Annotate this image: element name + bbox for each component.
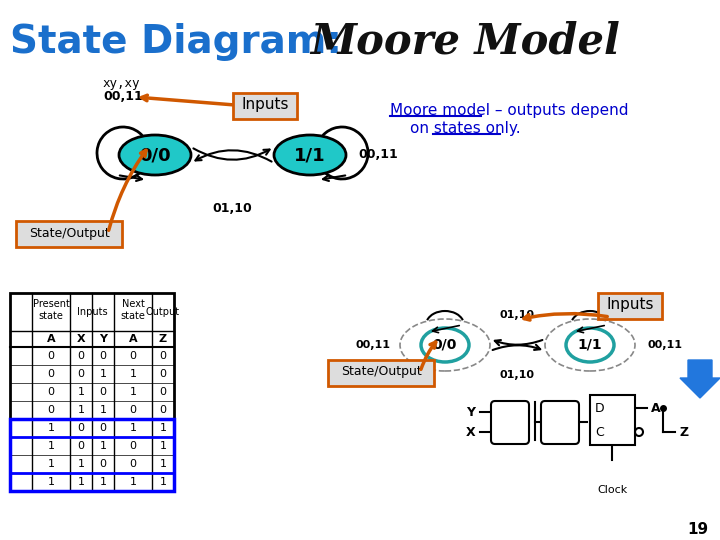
Text: Next: Next [122, 299, 145, 309]
Text: Inputs: Inputs [241, 98, 289, 112]
Text: 1/1: 1/1 [577, 338, 603, 352]
Text: 00,11: 00,11 [355, 340, 390, 350]
Text: 1: 1 [99, 477, 107, 487]
Text: 1: 1 [160, 441, 166, 451]
Text: Output: Output [146, 307, 180, 317]
FancyBboxPatch shape [541, 401, 579, 444]
Text: State/Output: State/Output [341, 366, 421, 379]
Text: 1: 1 [130, 369, 137, 379]
Text: 1: 1 [160, 459, 166, 469]
FancyBboxPatch shape [491, 401, 529, 444]
Text: 1: 1 [78, 459, 84, 469]
Ellipse shape [274, 135, 346, 175]
Text: 0: 0 [99, 423, 107, 433]
Text: 1: 1 [48, 459, 55, 469]
Text: X: X [465, 426, 475, 438]
Text: 1: 1 [48, 477, 55, 487]
Text: 1: 1 [78, 477, 84, 487]
Text: Moore Model: Moore Model [310, 21, 620, 63]
Text: Inputs: Inputs [77, 307, 107, 317]
Text: 19: 19 [687, 523, 708, 537]
Text: 0: 0 [78, 441, 84, 451]
Text: 0: 0 [130, 441, 137, 451]
Text: 0: 0 [78, 351, 84, 361]
Text: 1/1: 1/1 [294, 146, 326, 164]
Text: 1: 1 [48, 441, 55, 451]
Text: 1: 1 [130, 423, 137, 433]
Text: 0: 0 [160, 387, 166, 397]
Text: X: X [77, 334, 85, 344]
Text: Present: Present [32, 299, 69, 309]
Bar [10, 419, 174, 491]
Text: 1: 1 [160, 477, 166, 487]
Text: 0: 0 [48, 369, 55, 379]
Text: State Diagram:: State Diagram: [10, 23, 356, 61]
FancyBboxPatch shape [233, 93, 297, 119]
Text: 0: 0 [160, 351, 166, 361]
Text: Z: Z [679, 426, 688, 438]
Text: 01,10: 01,10 [212, 201, 252, 214]
Text: 00,11: 00,11 [358, 148, 397, 161]
Text: 00,11: 00,11 [647, 340, 682, 350]
Text: 01,10: 01,10 [500, 370, 535, 380]
Text: xy,xy: xy,xy [103, 77, 140, 90]
Text: state: state [39, 311, 63, 321]
Text: 0: 0 [130, 405, 137, 415]
Text: 01,10: 01,10 [500, 310, 535, 320]
Text: Moore model – outputs depend: Moore model – outputs depend [390, 103, 629, 118]
Text: A: A [47, 334, 55, 344]
Text: on states only.: on states only. [410, 120, 521, 136]
Text: 0: 0 [48, 387, 55, 397]
Bar [10, 473, 174, 491]
Text: 1: 1 [130, 387, 137, 397]
Text: 0: 0 [130, 459, 137, 469]
Text: 1: 1 [130, 477, 137, 487]
FancyBboxPatch shape [16, 221, 122, 247]
Text: 0/0: 0/0 [139, 146, 171, 164]
Text: 0: 0 [99, 387, 107, 397]
Text: 1: 1 [78, 387, 84, 397]
Text: D: D [595, 402, 605, 415]
Text: 1: 1 [99, 441, 107, 451]
Text: 0: 0 [160, 405, 166, 415]
Polygon shape [680, 360, 720, 398]
Text: 1: 1 [99, 405, 107, 415]
FancyBboxPatch shape [328, 360, 434, 386]
Text: 0: 0 [78, 369, 84, 379]
Text: 0: 0 [78, 423, 84, 433]
Bar [590, 395, 635, 445]
Text: 00,11: 00,11 [103, 91, 143, 104]
Text: 0: 0 [99, 351, 107, 361]
Bar [10, 419, 174, 437]
Text: Y: Y [99, 334, 107, 344]
Text: Z: Z [159, 334, 167, 344]
Text: 1: 1 [78, 405, 84, 415]
Text: 0: 0 [99, 459, 107, 469]
Text: state: state [120, 311, 145, 321]
Text: State/Output: State/Output [29, 226, 109, 240]
Text: 0: 0 [130, 351, 137, 361]
Text: 1: 1 [160, 423, 166, 433]
Text: 0: 0 [160, 369, 166, 379]
Text: Clock: Clock [597, 485, 627, 495]
Bar [10, 293, 174, 491]
Text: 0: 0 [48, 405, 55, 415]
Text: 0/0: 0/0 [433, 338, 457, 352]
Text: 0: 0 [48, 351, 55, 361]
Text: Y: Y [466, 406, 475, 419]
Ellipse shape [119, 135, 191, 175]
FancyBboxPatch shape [598, 293, 662, 319]
Text: A: A [651, 402, 661, 415]
Text: 1: 1 [48, 423, 55, 433]
Text: 1: 1 [99, 369, 107, 379]
Text: A: A [129, 334, 138, 344]
Text: C: C [595, 426, 604, 438]
Text: Inputs: Inputs [606, 298, 654, 313]
